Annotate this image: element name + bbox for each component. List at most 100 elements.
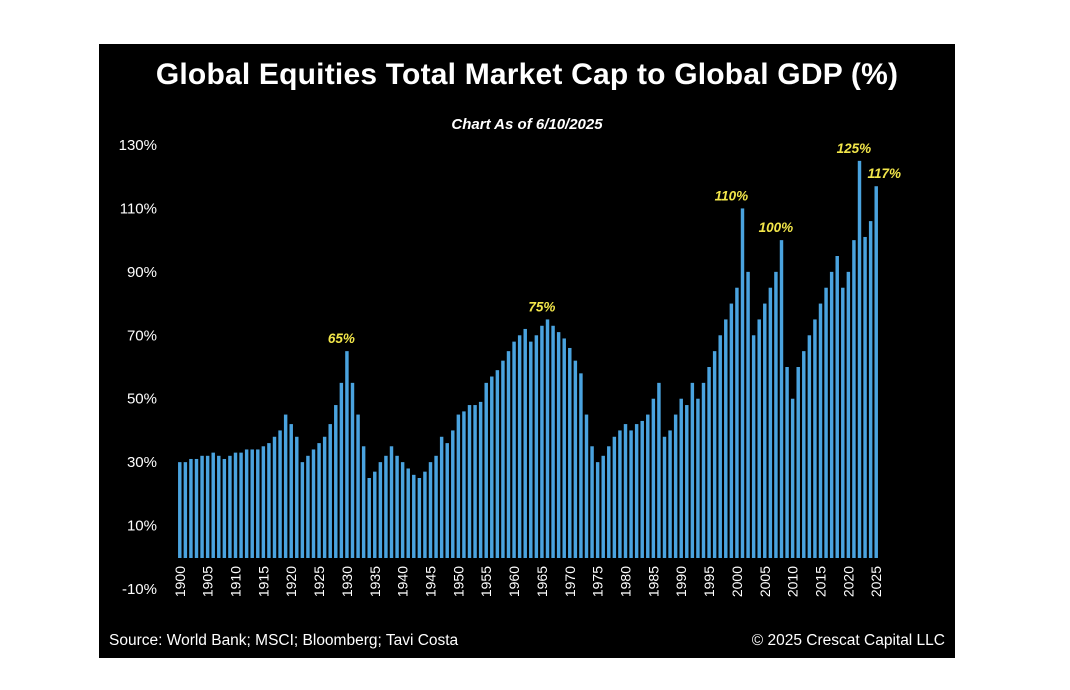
bar bbox=[183, 462, 188, 558]
bar bbox=[679, 398, 683, 558]
x-tick-label: 1995 bbox=[701, 566, 717, 597]
bar bbox=[529, 341, 533, 558]
x-tick-label: 1910 bbox=[228, 566, 244, 597]
bar bbox=[629, 430, 633, 558]
bar bbox=[857, 160, 862, 558]
bar bbox=[356, 414, 360, 558]
bar bbox=[607, 446, 611, 558]
bar bbox=[662, 436, 667, 558]
bar bbox=[534, 335, 539, 558]
bar bbox=[718, 335, 722, 558]
bar bbox=[556, 332, 561, 558]
bar bbox=[813, 319, 817, 558]
bar bbox=[835, 256, 839, 558]
bar bbox=[434, 455, 438, 558]
y-tick-label: 90% bbox=[127, 264, 157, 281]
bar bbox=[751, 335, 756, 558]
bar bbox=[735, 287, 739, 558]
bar bbox=[740, 208, 745, 558]
x-axis: 1900 1905 1910 1915 1920 1925 1930 1935 1940 1945… bbox=[172, 566, 884, 597]
bar bbox=[417, 478, 422, 558]
bar bbox=[852, 240, 856, 558]
x-tick-label: 1915 bbox=[255, 566, 271, 597]
bar bbox=[590, 446, 594, 558]
x-tick-label: 1965 bbox=[534, 566, 550, 597]
bar bbox=[562, 338, 566, 558]
x-tick-label: 1975 bbox=[590, 566, 606, 597]
chart-panel: Global Equities Total Market Cap to Glob… bbox=[99, 44, 955, 658]
y-tick-label: 110% bbox=[120, 200, 157, 217]
bar bbox=[640, 420, 644, 558]
x-tick-label: 2000 bbox=[729, 566, 745, 597]
bar bbox=[367, 478, 371, 558]
y-tick-label: 10% bbox=[127, 518, 157, 535]
bar bbox=[328, 424, 332, 558]
bar bbox=[389, 446, 394, 558]
x-tick-label: 1945 bbox=[423, 566, 439, 597]
x-tick-label: 1980 bbox=[618, 566, 634, 597]
bar bbox=[841, 287, 845, 558]
bar bbox=[322, 436, 327, 558]
x-tick-label: 1935 bbox=[367, 566, 383, 597]
bar bbox=[712, 351, 717, 558]
bar bbox=[205, 455, 210, 558]
y-tick-label: 70% bbox=[127, 327, 157, 344]
bar bbox=[439, 436, 444, 558]
bar bbox=[774, 271, 778, 558]
annotation-label: 125% bbox=[837, 141, 872, 156]
bar bbox=[746, 271, 750, 558]
bar bbox=[200, 455, 204, 558]
bar bbox=[317, 443, 321, 558]
bar bbox=[807, 335, 812, 558]
bar bbox=[189, 458, 193, 558]
bar bbox=[657, 382, 661, 558]
bar bbox=[339, 382, 344, 558]
bar bbox=[701, 382, 706, 558]
bar bbox=[796, 367, 800, 558]
x-tick-label: 1970 bbox=[562, 566, 578, 597]
bar bbox=[490, 376, 494, 558]
bar bbox=[729, 303, 734, 558]
bar bbox=[757, 319, 761, 558]
bar bbox=[384, 455, 388, 558]
bar bbox=[283, 414, 288, 558]
bar bbox=[612, 436, 617, 558]
bar bbox=[540, 325, 544, 558]
bar bbox=[846, 271, 851, 558]
bar bbox=[211, 452, 215, 558]
bar bbox=[428, 462, 433, 558]
x-tick-label: 2010 bbox=[785, 566, 801, 597]
bar bbox=[295, 436, 299, 558]
bar bbox=[696, 398, 700, 558]
bar bbox=[790, 398, 795, 558]
bar bbox=[551, 325, 555, 558]
bar bbox=[445, 443, 449, 558]
bar bbox=[545, 319, 550, 558]
bar bbox=[272, 436, 277, 558]
bar bbox=[863, 236, 867, 558]
x-tick-label: 1925 bbox=[311, 566, 327, 597]
chart-title: Global Equities Total Market Cap to Glob… bbox=[155, 58, 899, 91]
bar bbox=[506, 351, 511, 558]
x-tick-label: 2025 bbox=[868, 566, 884, 597]
y-tick-label: 130% bbox=[119, 137, 157, 154]
bar bbox=[361, 446, 366, 558]
x-tick-label: 1950 bbox=[450, 566, 466, 597]
bar bbox=[250, 449, 254, 558]
bar bbox=[579, 373, 583, 558]
bar bbox=[194, 458, 199, 558]
bar bbox=[768, 287, 773, 558]
y-tick-label: 50% bbox=[127, 391, 157, 408]
x-tick-label: 1920 bbox=[283, 566, 299, 597]
bar-chart: -10% 10% 30% 50% 70% 90% 110% 130% 1900 1905 1910… bbox=[119, 137, 901, 598]
x-tick-label: 1900 bbox=[172, 566, 188, 597]
bar bbox=[763, 303, 767, 558]
bar bbox=[690, 382, 695, 558]
bar bbox=[228, 455, 232, 558]
bar bbox=[673, 414, 678, 558]
bar bbox=[668, 430, 672, 558]
bar bbox=[244, 449, 249, 558]
bar bbox=[345, 351, 349, 558]
bar bbox=[478, 401, 483, 558]
bar bbox=[868, 221, 873, 558]
